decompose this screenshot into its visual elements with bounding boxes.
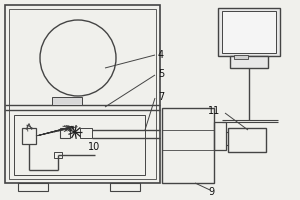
- Bar: [218, 8, 280, 56]
- Bar: [52, 97, 82, 105]
- Bar: [234, 55, 248, 59]
- Text: 4: 4: [158, 50, 164, 60]
- Bar: [80, 128, 92, 138]
- Bar: [214, 122, 226, 150]
- Bar: [228, 128, 266, 152]
- Bar: [110, 183, 140, 191]
- Bar: [230, 56, 268, 68]
- Text: 9: 9: [208, 187, 214, 197]
- Text: 11: 11: [208, 106, 220, 116]
- Bar: [18, 183, 48, 191]
- Bar: [60, 128, 70, 138]
- Bar: [54, 152, 62, 158]
- Text: 7: 7: [158, 92, 164, 102]
- Bar: [222, 11, 276, 53]
- Bar: [5, 5, 160, 183]
- Bar: [22, 128, 36, 144]
- Text: 5: 5: [158, 69, 164, 79]
- Bar: [162, 108, 214, 183]
- Bar: [9, 9, 156, 179]
- Text: 10: 10: [88, 142, 100, 152]
- Bar: [14, 115, 145, 175]
